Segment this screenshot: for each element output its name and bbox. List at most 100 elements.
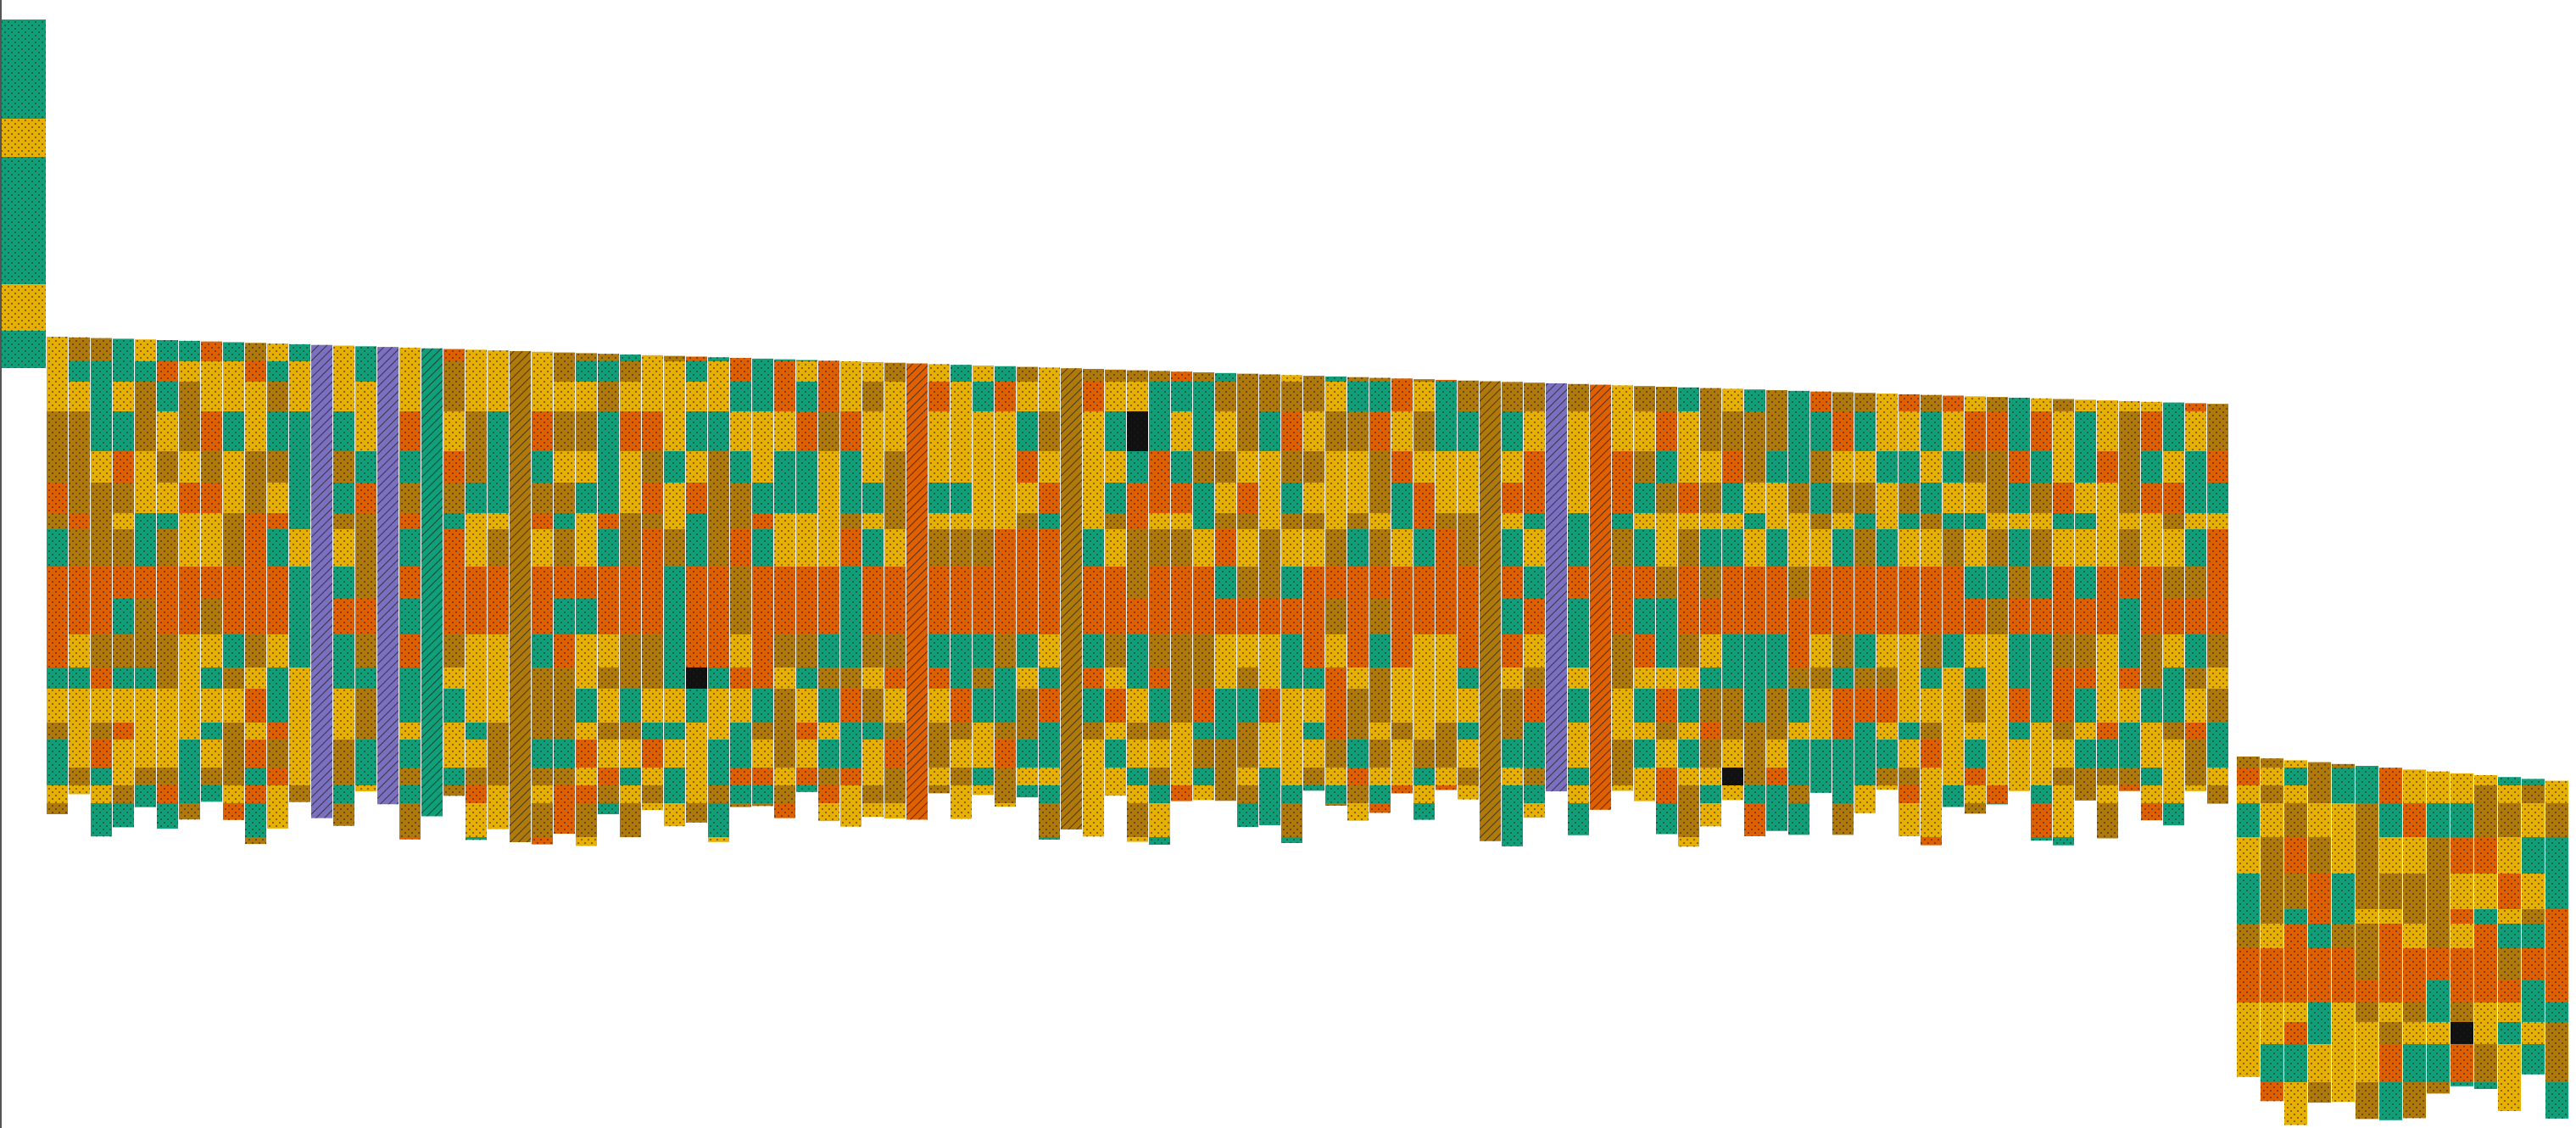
column-dots xyxy=(576,353,597,846)
column-dots xyxy=(2031,398,2052,841)
column-dots xyxy=(1325,376,1347,806)
column-dots xyxy=(2185,403,2206,791)
column-dots xyxy=(951,365,972,819)
column-dots xyxy=(1105,369,1126,796)
column-dots xyxy=(47,337,68,815)
column-dots xyxy=(840,361,861,827)
column-dots xyxy=(774,359,795,818)
column-hatch xyxy=(1546,383,1567,792)
column-dots xyxy=(1722,388,1743,801)
column-dots xyxy=(1171,371,1192,801)
column-dots xyxy=(135,339,156,807)
column-dots xyxy=(1281,375,1302,843)
column-dots xyxy=(2356,766,2378,1120)
column-hatch xyxy=(1480,381,1501,841)
column-dots xyxy=(399,347,421,840)
column-dots xyxy=(995,366,1016,807)
column-dots xyxy=(1612,385,1633,791)
column-dots xyxy=(884,362,906,819)
column-dots xyxy=(1149,371,1170,846)
column-hatch xyxy=(421,348,443,817)
column-dots xyxy=(2498,777,2521,1111)
column-dots xyxy=(289,343,310,802)
column-dots xyxy=(1965,396,1986,814)
column-dots xyxy=(2163,402,2184,826)
column-dots xyxy=(862,361,884,818)
column-dots xyxy=(554,352,575,834)
column-dots xyxy=(466,349,487,840)
column-dots xyxy=(1369,377,1391,813)
column-dots xyxy=(2097,400,2118,839)
column-dots xyxy=(2427,771,2450,1094)
column-dots xyxy=(2545,780,2568,1119)
column-dots xyxy=(2379,768,2402,1120)
column-dots xyxy=(642,355,663,811)
column-dots xyxy=(1700,388,1721,827)
column-dots xyxy=(91,338,112,837)
column-dots xyxy=(2,20,46,368)
column-hatch xyxy=(1061,368,1082,830)
column-dots xyxy=(69,337,90,795)
column-dots xyxy=(2119,400,2140,791)
column-dots xyxy=(730,358,751,807)
column-dots xyxy=(818,360,839,822)
column-dots xyxy=(1943,395,1964,807)
column-dots xyxy=(1502,382,1523,846)
column-dots xyxy=(1832,392,1854,835)
column-dots xyxy=(2403,769,2426,1119)
column-dots xyxy=(2332,763,2355,1103)
column-dots xyxy=(620,355,641,838)
column-dots xyxy=(1788,390,1809,835)
column-dots xyxy=(1876,394,1898,790)
column-dots xyxy=(796,360,817,792)
column-dots xyxy=(1413,379,1435,820)
column-dots xyxy=(2053,399,2074,846)
column-dots xyxy=(333,345,354,826)
column-hatch xyxy=(510,350,531,842)
column-dots xyxy=(1215,372,1236,801)
column-dots xyxy=(1259,374,1280,826)
column-dots xyxy=(708,357,729,842)
column-dots xyxy=(2261,758,2283,1102)
column-dots xyxy=(201,341,222,802)
column-dots xyxy=(1039,367,1060,840)
column-dots xyxy=(973,365,994,796)
column-dots xyxy=(355,346,376,792)
column-dots xyxy=(267,343,288,829)
column-dots xyxy=(2308,762,2331,1103)
column-dots xyxy=(1899,394,1920,836)
column-dots xyxy=(1303,376,1324,791)
column-dots xyxy=(1810,391,1832,793)
column-dots xyxy=(179,340,200,820)
column-dots xyxy=(752,358,773,807)
column-dots xyxy=(1766,390,1787,831)
column-dots xyxy=(2141,401,2162,821)
column-hatch xyxy=(377,347,399,805)
column-dots xyxy=(443,349,465,796)
column-dots xyxy=(223,342,244,820)
column-dots xyxy=(1854,393,1876,813)
column-dots xyxy=(1193,372,1214,801)
column-dots xyxy=(1656,386,1677,835)
column-hatch xyxy=(1590,384,1611,810)
column-dots xyxy=(1347,377,1369,821)
column-dots xyxy=(664,355,685,827)
column-hatch xyxy=(906,363,928,820)
column-dots xyxy=(1921,394,1942,846)
column-dots xyxy=(2075,399,2096,801)
column-dots xyxy=(1391,378,1413,794)
column-dots xyxy=(1987,397,2008,805)
column-dots xyxy=(2237,757,2260,1077)
column-hatch xyxy=(311,344,332,818)
column-dots xyxy=(2474,775,2497,1090)
column-dots xyxy=(245,343,266,845)
column-dots xyxy=(1678,387,1699,847)
column-dots xyxy=(1568,383,1589,835)
column-dots xyxy=(2009,397,2030,791)
column-dots xyxy=(2207,404,2228,804)
column-dots xyxy=(1436,379,1457,790)
column-dots xyxy=(532,351,553,845)
column-dots xyxy=(1458,380,1479,800)
